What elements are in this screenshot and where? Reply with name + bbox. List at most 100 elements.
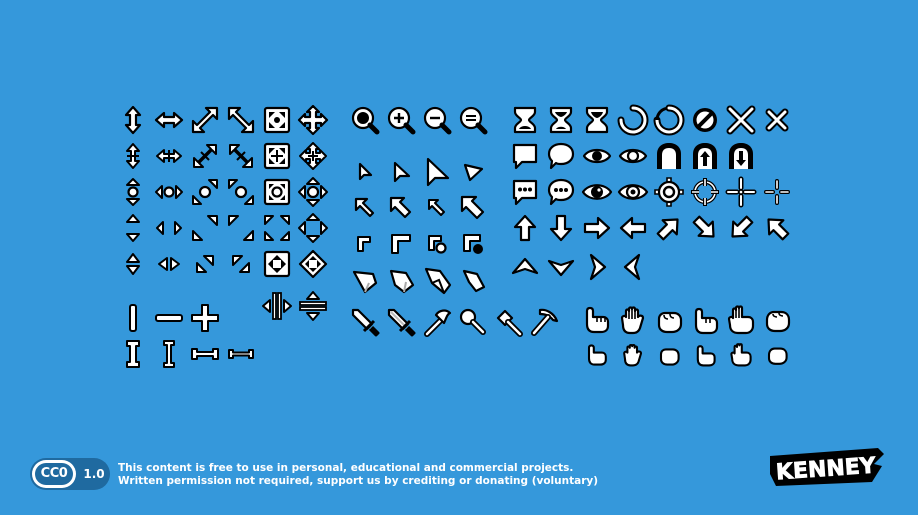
- resize-vertical-icon: [118, 141, 148, 171]
- resize-diagonal-b-icon: [226, 249, 256, 279]
- pickaxe-icon: [530, 307, 560, 337]
- message-round-icon: [546, 141, 576, 171]
- pointer-large-icon: [422, 157, 452, 187]
- hand-point-icon: [585, 343, 609, 367]
- move-arrows-icon: [298, 249, 328, 279]
- arrow-left-icon: [618, 213, 648, 243]
- resize-horizontal-icon: [154, 213, 184, 243]
- license-text: This content is free to use in personal,…: [118, 462, 598, 487]
- zoom-out-icon: [422, 105, 452, 135]
- hourglass-half-icon: [546, 105, 576, 135]
- message-dots-round-icon: [546, 177, 576, 207]
- arrow-down-icon: [546, 213, 576, 243]
- eye-outline-icon: [618, 141, 648, 171]
- cross-small-icon: [762, 105, 792, 135]
- eye-large-icon: [581, 177, 613, 207]
- door-exit-icon: [726, 141, 756, 171]
- hand-closed-icon: [654, 305, 684, 335]
- sword-icon: [350, 307, 380, 337]
- resize-vertical-icon: [118, 177, 148, 207]
- eye-icon: [582, 141, 612, 171]
- resize-horizontal-icon: [154, 105, 184, 135]
- beam-large-icon: [118, 339, 148, 369]
- hand-thumb-icon: [690, 305, 720, 335]
- hand-peace-icon: [726, 305, 756, 335]
- zoom-in-icon: [386, 105, 416, 135]
- pointer-shape-a-icon: [350, 265, 380, 295]
- license-line-1: This content is free to use in personal,…: [118, 462, 574, 474]
- cc0-label: CC0: [35, 463, 73, 485]
- target-cross-icon: [690, 177, 720, 207]
- hand-point-icon: [582, 305, 612, 335]
- split-horizontal-icon: [262, 291, 292, 321]
- shovel-icon: [458, 307, 488, 337]
- busy-circle-fade-icon: [653, 104, 685, 136]
- door-enter-icon: [690, 141, 720, 171]
- resize-diagonal-a-icon: [190, 141, 220, 171]
- zoom-icon: [350, 105, 380, 135]
- line-horizontal-icon: [154, 303, 184, 333]
- hand-rock-icon: [765, 343, 789, 367]
- cursor-nw-thin-icon: [422, 193, 452, 223]
- move-square-icon: [262, 213, 292, 243]
- hourglass-empty-icon: [582, 105, 612, 135]
- corner-dot-icon: [422, 229, 452, 259]
- target-round-icon: [654, 177, 684, 207]
- arrow-down-right-icon: [690, 213, 720, 243]
- move-square-icon: [262, 105, 292, 135]
- arrow-up-icon: [510, 213, 540, 243]
- hand-open-icon: [621, 343, 645, 367]
- hand-peace-icon: [729, 343, 753, 367]
- eye-cross-icon: [617, 177, 649, 207]
- pointer-tilted-icon: [458, 157, 488, 187]
- resize-vertical-icon: [118, 213, 148, 243]
- message-square-icon: [510, 141, 540, 171]
- move-arrows-icon: [298, 177, 328, 207]
- busy-circle-icon: [617, 104, 649, 136]
- beam-bold-icon: [154, 339, 184, 369]
- resize-horizontal-icon: [154, 177, 184, 207]
- hourglass-icon: [510, 105, 540, 135]
- pointer-small-icon: [350, 157, 380, 187]
- corner-dot-large-icon: [458, 229, 488, 259]
- hand-thumb-icon: [693, 343, 717, 367]
- navigation-left-icon: [618, 252, 648, 282]
- corner-large-icon: [386, 229, 416, 259]
- cc0-pill: CC0: [32, 460, 76, 488]
- split-vertical-icon: [298, 291, 328, 321]
- arrow-up-left-icon: [762, 213, 792, 243]
- cross-large-icon: [726, 105, 756, 135]
- pointer-shape-c-icon: [422, 265, 452, 295]
- arrow-right-icon: [582, 213, 612, 243]
- resize-diagonal-b-icon: [226, 105, 256, 135]
- hand-rock-icon: [762, 305, 792, 335]
- hammer-icon: [494, 307, 524, 337]
- pointer-shape-d-icon: [458, 265, 488, 295]
- license-badge: CC0 1.0: [30, 458, 110, 490]
- navigation-right-icon: [582, 252, 612, 282]
- crosshair-small-icon: [762, 177, 792, 207]
- arrow-down-left-icon: [726, 213, 756, 243]
- version-label: 1.0: [83, 467, 105, 481]
- beam-icon: [118, 303, 148, 333]
- crosshair-icon: [725, 176, 757, 208]
- resize-diagonal-b-icon: [226, 213, 256, 243]
- cursor-nw-icon: [350, 193, 380, 223]
- pointer-shape-b-icon: [386, 265, 416, 295]
- resize-diagonal-b-icon: [226, 141, 256, 171]
- license-line-2: Written permission not required, support…: [118, 474, 599, 487]
- corner-icon: [350, 229, 380, 259]
- axe-icon: [422, 307, 452, 337]
- hand-closed-icon: [657, 343, 681, 367]
- plus-icon: [190, 303, 220, 333]
- resize-vertical-icon: [118, 249, 148, 279]
- cursor-nw-bold-icon: [458, 193, 488, 223]
- zoom-reset-icon: [458, 105, 488, 135]
- bar-horizontal-thin-icon: [226, 339, 256, 369]
- bar-horizontal-icon: [190, 339, 220, 369]
- kenney-logo: KENNEY: [766, 444, 888, 490]
- hand-open-icon: [618, 305, 648, 335]
- resize-diagonal-a-icon: [190, 249, 220, 279]
- sword-silver-icon: [386, 307, 416, 337]
